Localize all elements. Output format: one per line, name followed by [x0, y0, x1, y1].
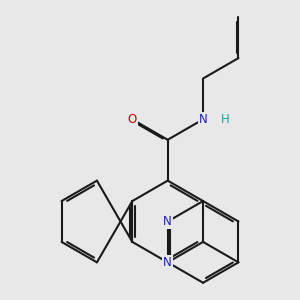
Text: N: N — [199, 113, 207, 126]
Text: O: O — [128, 113, 137, 126]
Text: H: H — [221, 113, 230, 126]
Text: N: N — [163, 256, 172, 269]
Text: N: N — [163, 215, 172, 228]
